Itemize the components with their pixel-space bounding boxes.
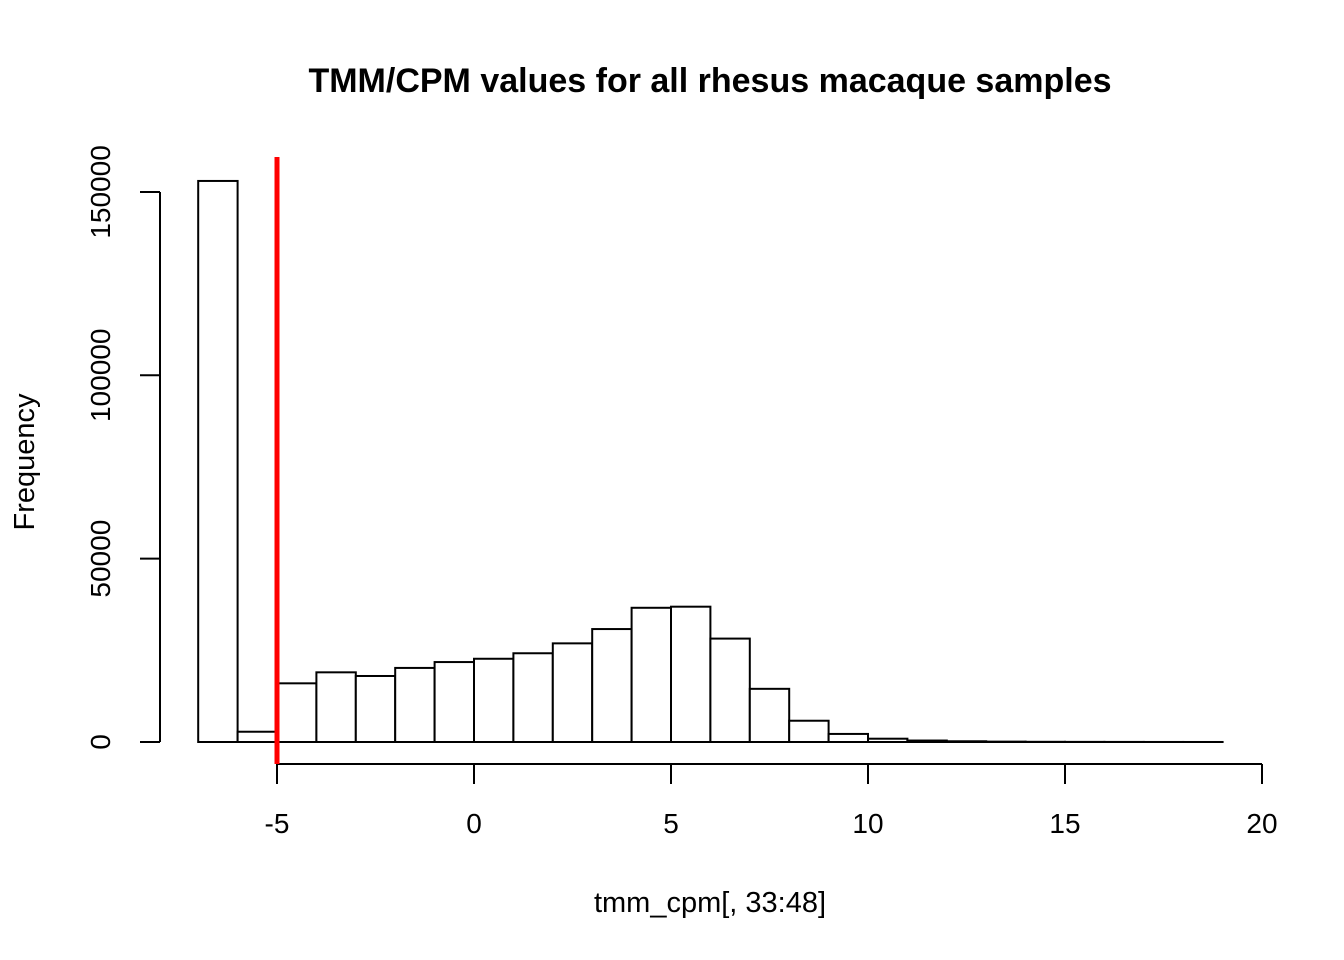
histogram-bar bbox=[512, 652, 554, 744]
histogram-bar bbox=[827, 732, 869, 744]
histogram-bar bbox=[906, 739, 948, 744]
histogram-bar bbox=[748, 687, 791, 743]
x-tick-label: 0 bbox=[466, 808, 482, 839]
x-axis-label: tmm_cpm[, 33:48] bbox=[594, 887, 826, 919]
histogram-bar bbox=[473, 657, 515, 743]
x-tick-label: 10 bbox=[852, 808, 883, 839]
y-axis-label: Frequency bbox=[9, 393, 41, 531]
x-tick-label: 15 bbox=[1049, 808, 1080, 839]
histogram-bar bbox=[433, 661, 476, 743]
histogram-bar bbox=[354, 674, 397, 744]
histogram-bar bbox=[945, 740, 988, 744]
x-axis: -5 0 5 10 15 20 bbox=[265, 763, 1278, 839]
histogram-bar bbox=[591, 628, 633, 743]
y-tick-label: 100000 bbox=[85, 329, 116, 422]
y-tick-label: 150000 bbox=[85, 145, 116, 238]
histogram-bar bbox=[788, 719, 830, 743]
histogram-bar bbox=[709, 637, 751, 743]
histogram-bar bbox=[551, 642, 594, 744]
histogram-bars bbox=[197, 179, 1224, 744]
histogram-bar bbox=[867, 737, 909, 744]
x-tick-label: 20 bbox=[1246, 808, 1277, 839]
x-tick-label: -5 bbox=[265, 808, 290, 839]
x-tick-label: 5 bbox=[663, 808, 679, 839]
histogram-bar bbox=[630, 606, 672, 743]
y-tick-label: 50000 bbox=[85, 520, 116, 598]
y-tick-label: 0 bbox=[85, 734, 116, 750]
histogram-bar bbox=[315, 671, 357, 744]
histogram-bar bbox=[394, 666, 436, 743]
histogram-bar bbox=[276, 682, 318, 744]
histogram-bar bbox=[670, 605, 712, 743]
histogram-bar bbox=[197, 179, 239, 744]
histogram-bar bbox=[236, 730, 279, 744]
chart-title: TMM/CPM values for all rhesus macaque sa… bbox=[308, 62, 1111, 100]
y-axis: 0 50000 100000 150000 bbox=[85, 145, 161, 750]
